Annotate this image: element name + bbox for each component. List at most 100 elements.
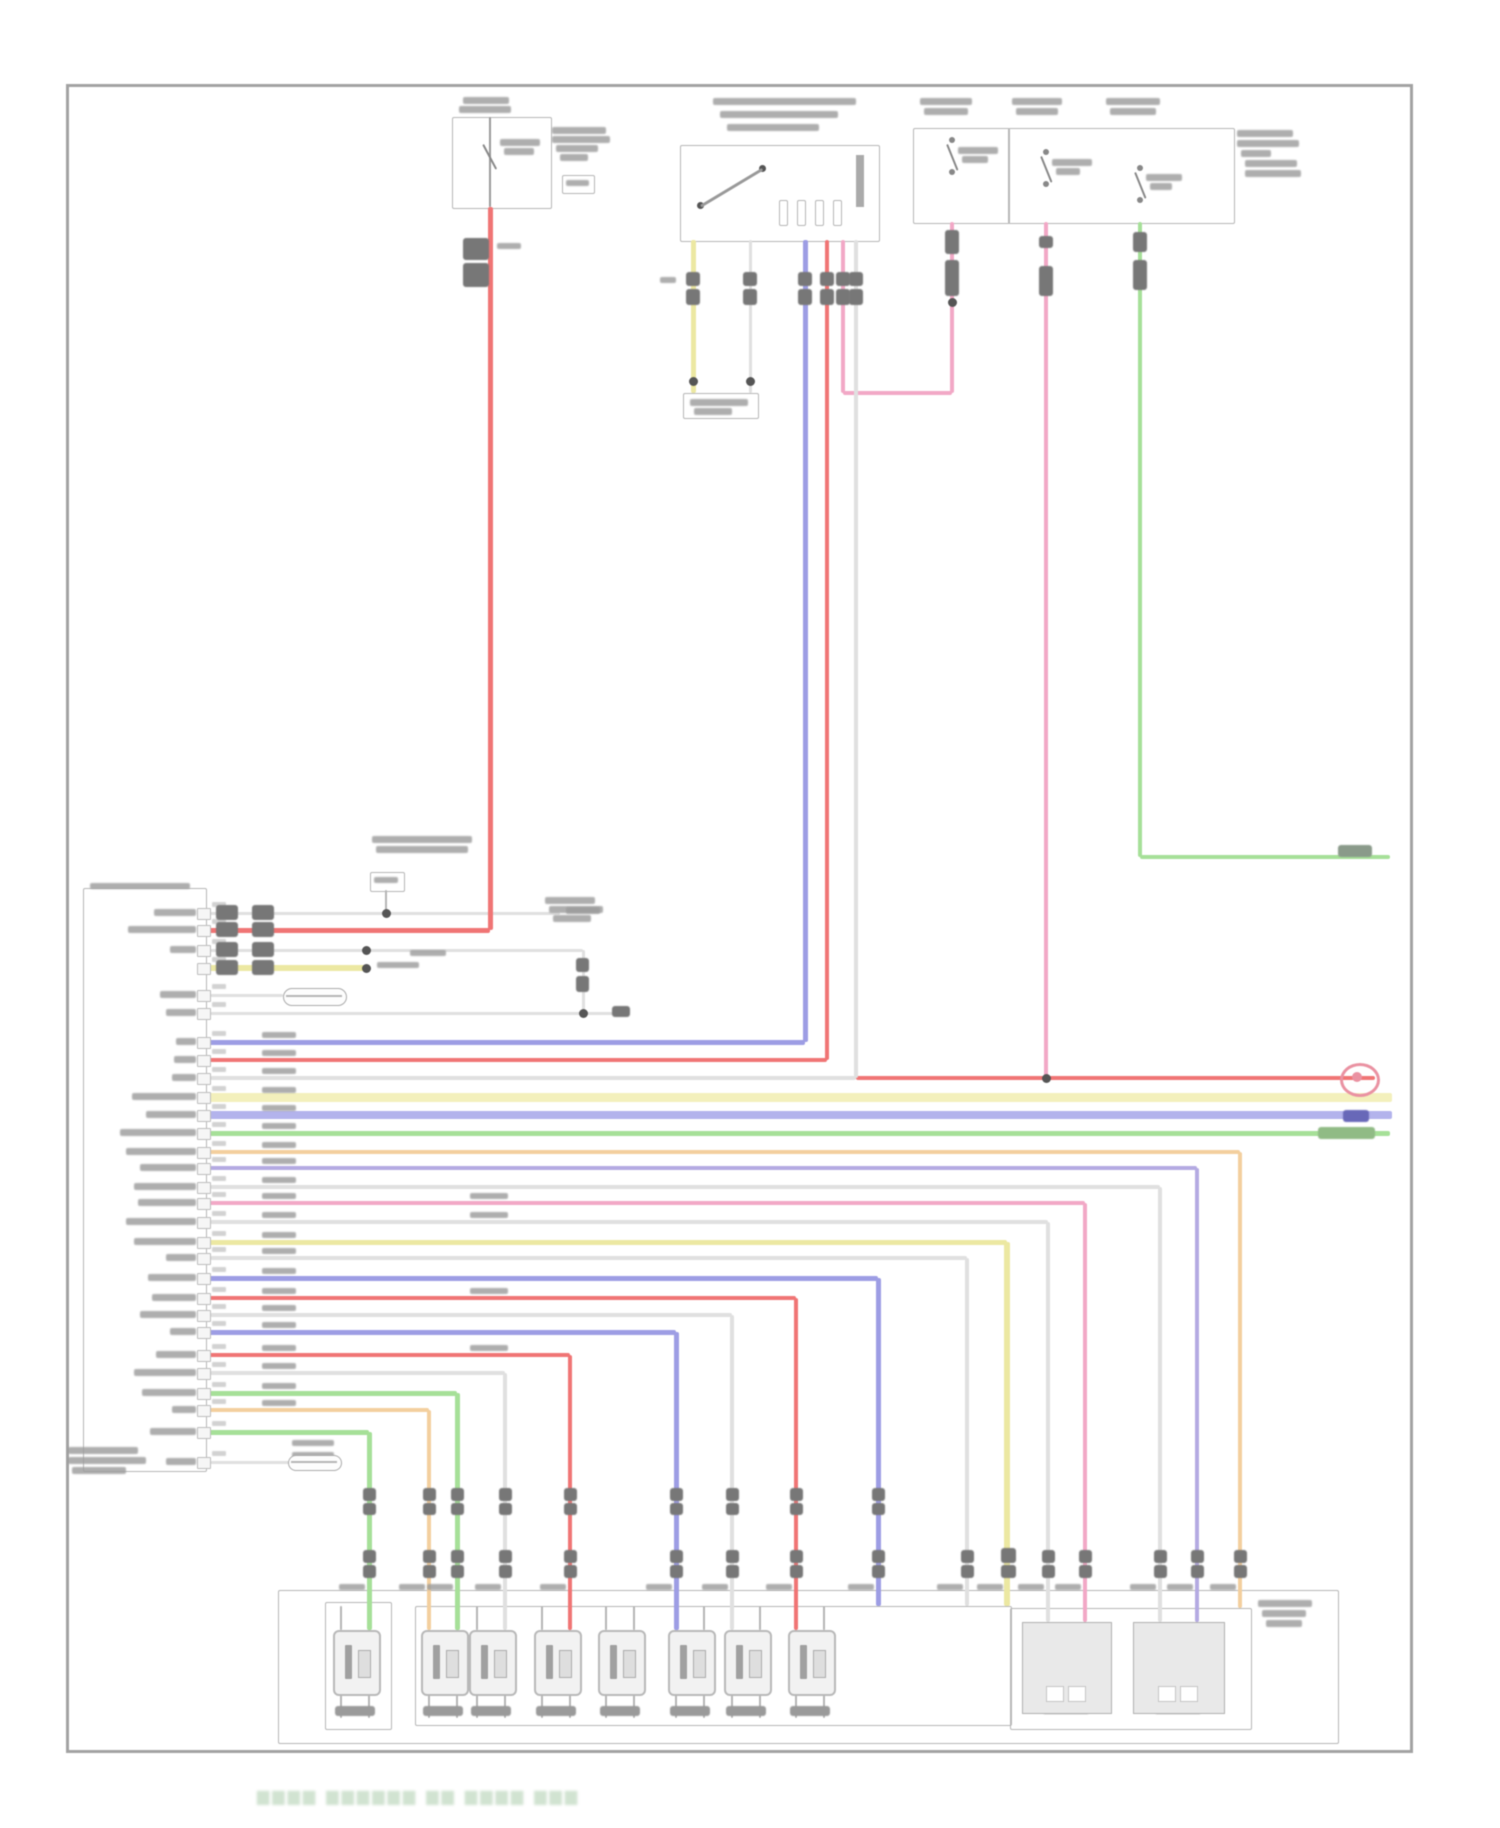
component-box	[913, 128, 1010, 224]
label-text-blob	[262, 1123, 296, 1129]
connector-blob	[1001, 1565, 1016, 1578]
wire-vertical	[802, 240, 808, 1042]
junction-dot	[745, 376, 755, 386]
label-text-blob	[977, 1584, 1003, 1590]
junction-dot	[361, 945, 371, 955]
wire-vertical	[823, 1692, 825, 1718]
wire-horizontal	[205, 1329, 676, 1335]
label-text-blob	[702, 1584, 728, 1590]
wire-vertical	[854, 240, 858, 1078]
connector-blob	[600, 1706, 640, 1716]
label-text-blob	[156, 1351, 196, 1358]
pin-number-label	[212, 1399, 226, 1404]
label-text-blob	[1237, 130, 1293, 137]
label-text-blob	[1012, 98, 1062, 105]
wire-vertical	[795, 1692, 797, 1718]
connector-blob	[216, 922, 238, 937]
connector-pin	[197, 1253, 211, 1265]
connector-pin	[197, 1110, 211, 1122]
label-text-blob	[262, 1087, 296, 1093]
connector-blob	[363, 1503, 376, 1515]
label-text-blob	[920, 98, 972, 105]
connector-pin	[197, 1350, 211, 1362]
label-text-blob	[376, 846, 468, 853]
solenoid-symbol	[534, 1630, 582, 1696]
pin-number-label	[212, 1192, 226, 1197]
pin-number-label	[212, 919, 226, 924]
solenoid-symbol	[469, 1630, 517, 1696]
component-box	[815, 200, 824, 226]
connector-blob	[363, 1488, 376, 1501]
wire-vertical	[541, 1606, 543, 1630]
wire-horizontal	[843, 391, 952, 395]
connector-blob	[872, 1503, 885, 1515]
connector-blob	[670, 1565, 683, 1578]
label-text-blob	[1241, 150, 1271, 157]
solenoid-plunger	[494, 1650, 507, 1678]
connector-blob	[790, 1503, 803, 1515]
wire-vertical	[476, 1606, 478, 1630]
wire-horizontal	[205, 1256, 967, 1260]
component-box	[779, 200, 788, 226]
connector-blob	[451, 1550, 464, 1563]
pin-number-label	[212, 1321, 226, 1326]
connector-blob	[872, 1550, 885, 1563]
wire-vertical	[748, 240, 752, 393]
wire-horizontal	[205, 1185, 1160, 1189]
connector-blob	[216, 942, 238, 957]
label-text-blob	[1258, 1600, 1312, 1607]
label-text-blob	[427, 1584, 453, 1590]
label-text-blob	[497, 243, 521, 249]
label-text-blob	[463, 97, 509, 104]
label-text-blob	[475, 1584, 501, 1590]
label-text-blob	[262, 1232, 296, 1238]
pin-number-label	[212, 1287, 226, 1292]
label-text-blob	[1262, 1610, 1306, 1617]
wire-vertical	[1044, 222, 1048, 1078]
connector-pin	[197, 1388, 211, 1400]
connector-blob	[686, 272, 700, 286]
connector-blob	[564, 1503, 577, 1515]
connector-pin	[197, 1368, 211, 1380]
connector-blob	[451, 1488, 464, 1501]
label-text-blob	[166, 1009, 196, 1016]
wire-vertical	[605, 1606, 607, 1630]
junction-dot	[1041, 1073, 1051, 1083]
solenoid-plunger	[693, 1650, 706, 1678]
label-text-blob	[134, 1369, 196, 1376]
label-text-blob	[1245, 170, 1301, 177]
wire-vertical	[456, 1692, 458, 1718]
wire-horizontal	[205, 1353, 570, 1357]
connector-blob	[820, 289, 834, 305]
connector-blob	[363, 1565, 376, 1578]
label-text-blob	[126, 1218, 196, 1225]
connector-blob	[790, 1706, 830, 1716]
connector-blob	[670, 1706, 710, 1716]
wire-vertical	[875, 1278, 881, 1606]
solenoid-plunger	[813, 1650, 826, 1678]
connector-pin	[197, 1008, 211, 1020]
connector-blob	[790, 1565, 803, 1578]
label-text-blob	[146, 1111, 196, 1118]
connector-blob	[945, 260, 959, 296]
connector-blob	[1039, 266, 1053, 296]
component-box	[833, 200, 842, 226]
label-text-blob	[377, 962, 419, 968]
label-text-blob	[958, 147, 998, 154]
connector-pin	[197, 1055, 211, 1067]
wire-vertical	[825, 240, 829, 1060]
connector-pin	[197, 1310, 211, 1322]
label-text-blob	[154, 909, 196, 916]
junction-dot	[949, 169, 955, 175]
label-text-blob	[292, 1440, 334, 1446]
label-text-blob	[68, 1457, 146, 1464]
connector-blob	[499, 1565, 512, 1578]
capsule-axis	[286, 995, 342, 997]
wire-horizontal	[205, 1371, 505, 1375]
connector-pin	[197, 990, 211, 1002]
pin-number-label	[212, 1267, 226, 1272]
connector-pin	[197, 1182, 211, 1194]
connector-blob	[499, 1550, 512, 1563]
wire-vertical	[428, 1692, 430, 1718]
label-text-blob	[470, 1193, 508, 1199]
